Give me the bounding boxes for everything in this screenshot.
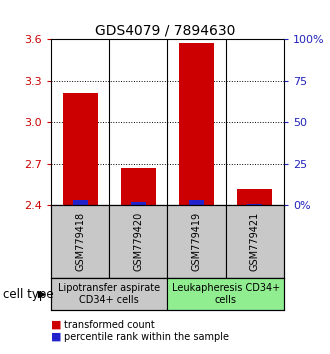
Bar xyxy=(237,189,272,205)
Text: GSM779420: GSM779420 xyxy=(133,212,144,271)
Text: Leukapheresis CD34+
cells: Leukapheresis CD34+ cells xyxy=(172,282,280,305)
Text: ■: ■ xyxy=(51,332,62,342)
Bar xyxy=(121,168,156,205)
Bar xyxy=(109,205,167,278)
Text: GSM779418: GSM779418 xyxy=(75,212,85,271)
Bar xyxy=(189,200,204,205)
Bar xyxy=(63,93,98,205)
Text: cell type: cell type xyxy=(3,288,54,301)
Bar xyxy=(179,43,214,205)
Text: percentile rank within the sample: percentile rank within the sample xyxy=(64,332,229,342)
Text: GSM779421: GSM779421 xyxy=(250,212,260,271)
Text: GDS4079 / 7894630: GDS4079 / 7894630 xyxy=(95,23,235,37)
Bar xyxy=(167,278,284,310)
Bar xyxy=(73,200,87,205)
Text: ■: ■ xyxy=(51,320,62,330)
Bar xyxy=(248,204,262,205)
Bar xyxy=(226,205,284,278)
Bar xyxy=(51,278,167,310)
Bar xyxy=(51,205,109,278)
Bar xyxy=(167,205,226,278)
Text: Lipotransfer aspirate
CD34+ cells: Lipotransfer aspirate CD34+ cells xyxy=(58,282,160,305)
Text: GSM779419: GSM779419 xyxy=(191,212,202,271)
Bar xyxy=(131,202,146,205)
Text: transformed count: transformed count xyxy=(64,320,155,330)
